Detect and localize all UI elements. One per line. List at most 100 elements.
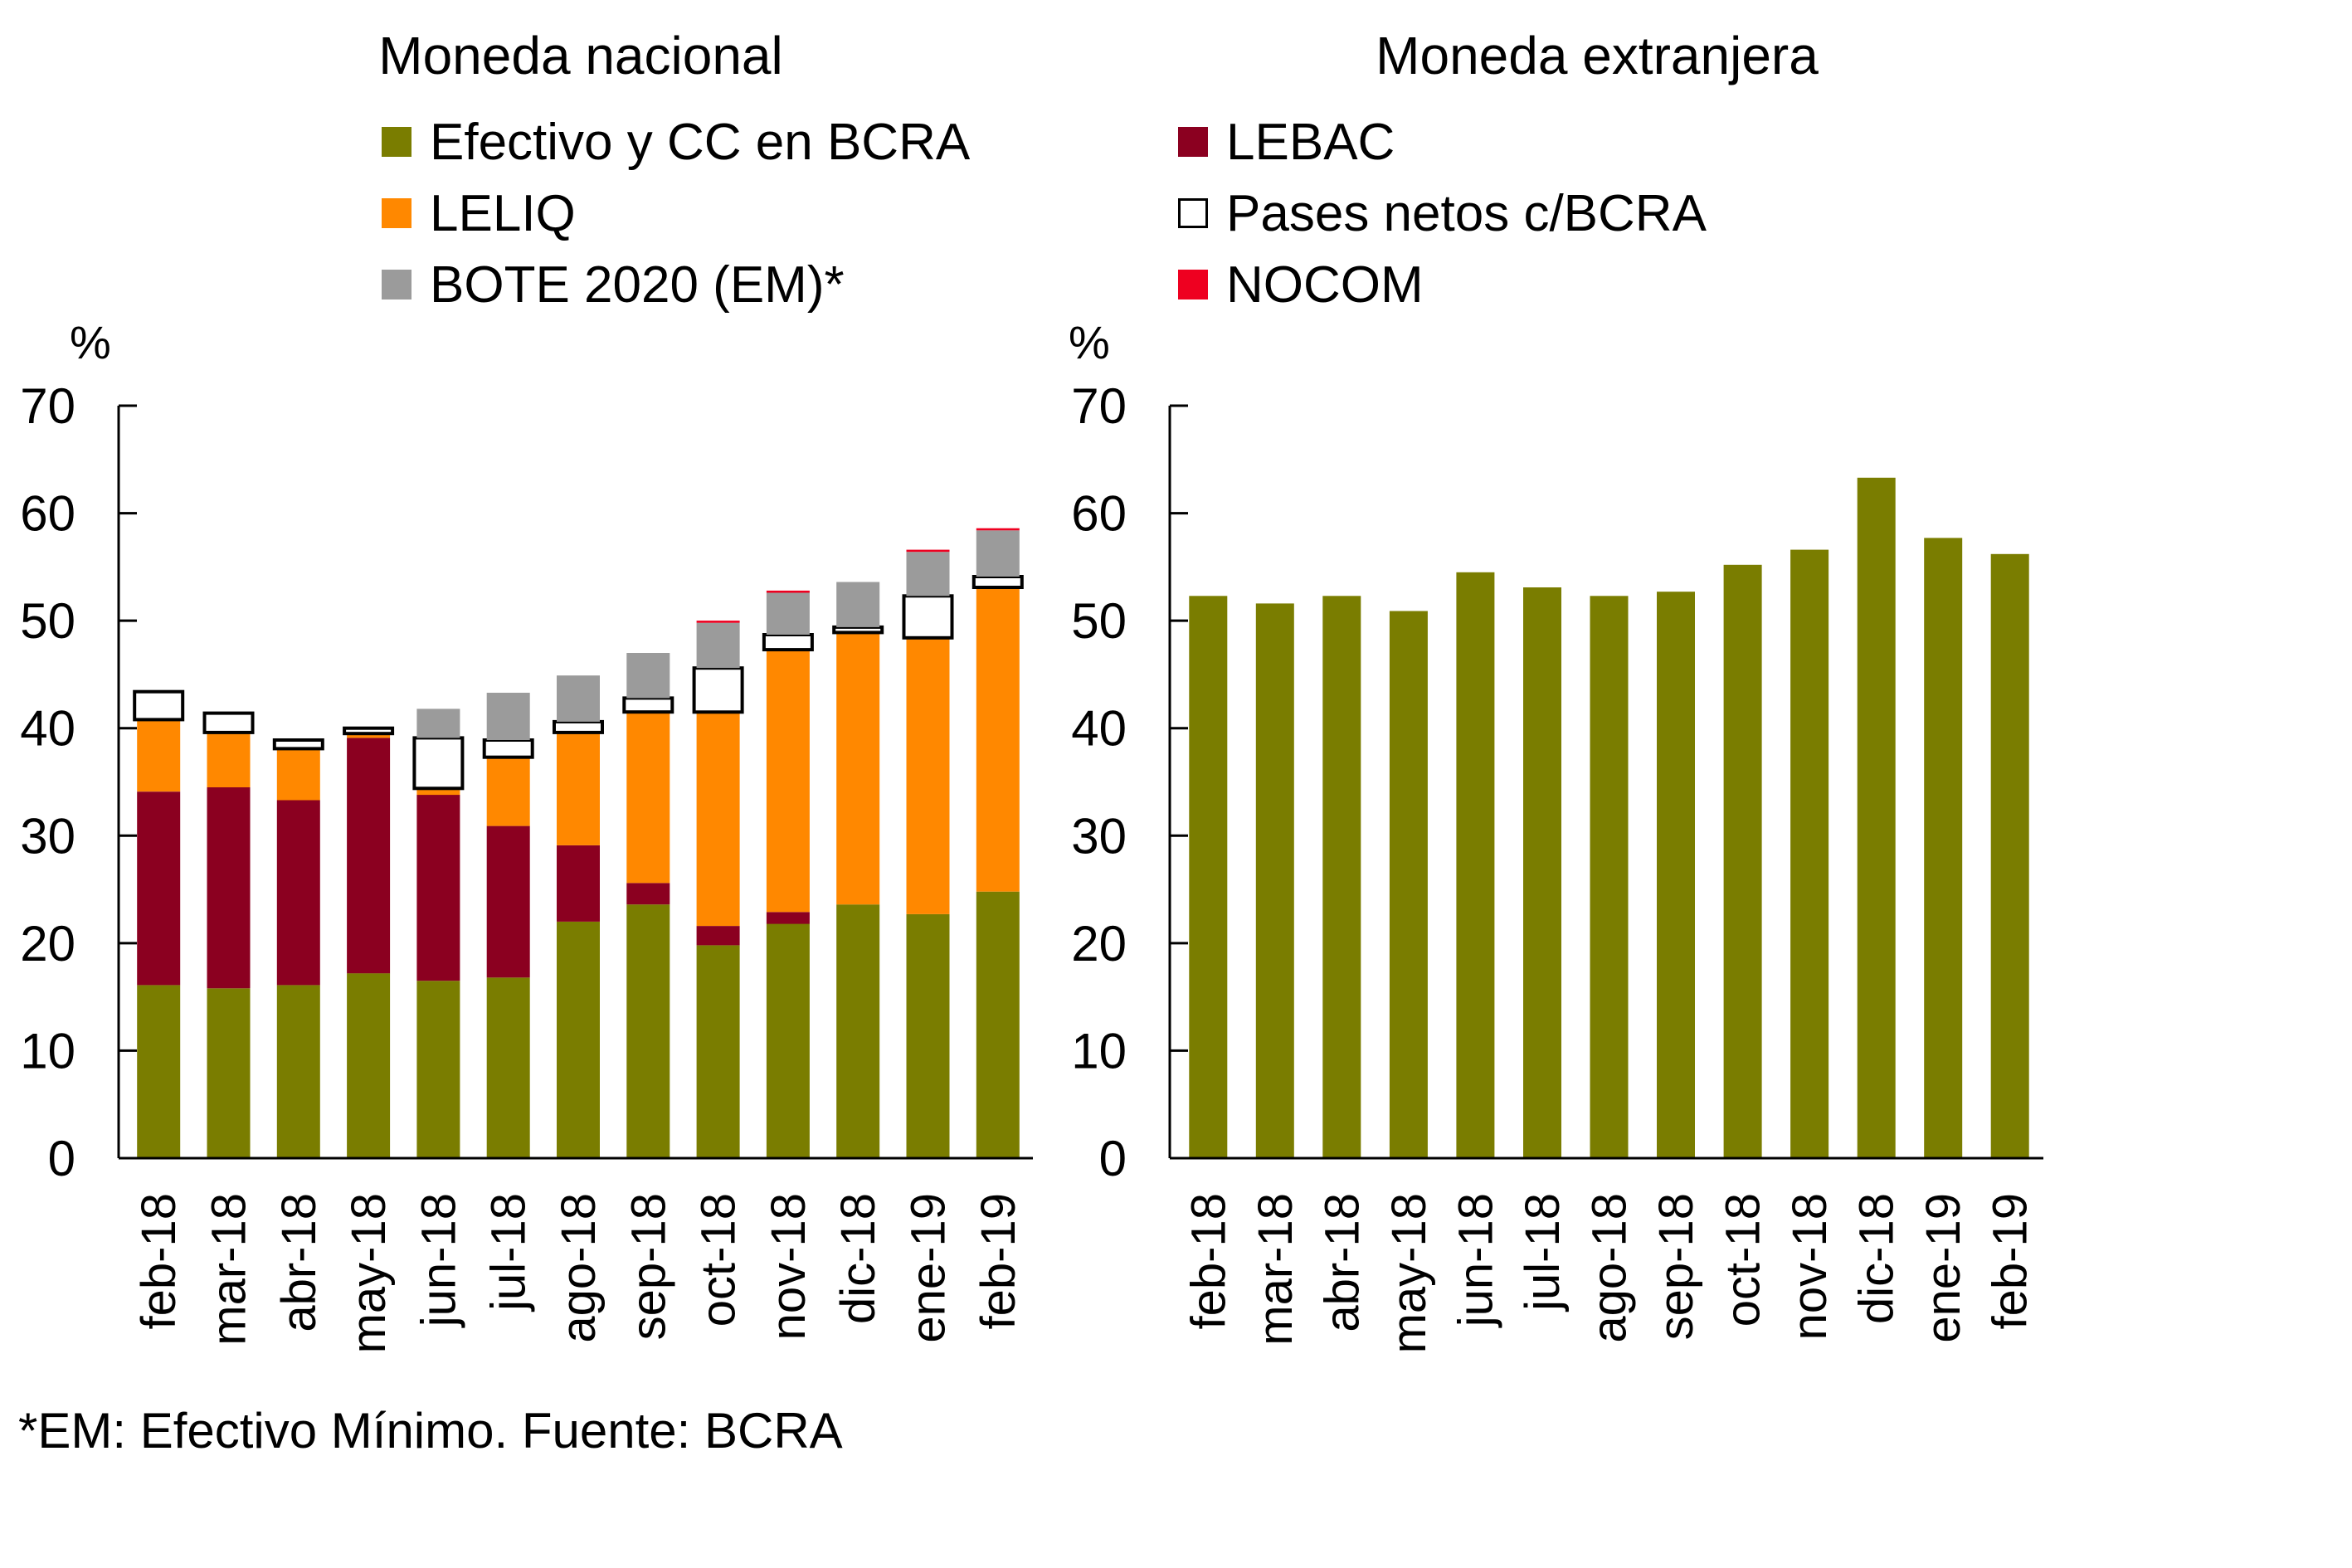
x-tick-label-nacional-feb-18: feb-18 <box>132 1193 186 1329</box>
x-tick-label-extranjera-nov-18: nov-18 <box>1783 1193 1837 1340</box>
legend-right: LEBAC Pases netos c/BCRA NOCOM <box>1178 106 1707 320</box>
bar-nacional-bote-2020-em-sep-18 <box>626 653 670 699</box>
y-tick-label-nacional-70: 70 <box>20 378 75 434</box>
bar-nacional-efectivo-y-cc-en-bcra-nov-18 <box>766 923 810 1158</box>
bar-nacional-pases-netos-c-bcra-dic-18 <box>832 625 884 635</box>
bar-nacional-pases-netos-c-bcra-sep-18 <box>622 696 674 714</box>
bar-nacional-pases-netos-c-bcra-feb-18 <box>133 689 185 722</box>
x-tick-label-nacional-sep-18: sep-18 <box>621 1193 675 1340</box>
chart-title-moneda-nacional: Moneda nacional <box>378 26 783 85</box>
y-tick-label-extranjera-60: 60 <box>1071 486 1127 542</box>
bar-nacional-pases-netos-c-bcra-ene-19 <box>902 594 954 640</box>
x-tick-label-nacional-may-18: may-18 <box>342 1193 396 1353</box>
bar-extranjera-efectivo-y-cc-en-bcra-jun-18 <box>1456 572 1495 1158</box>
bar-nacional-nocom-feb-19 <box>976 528 1020 531</box>
bar-extranjera-efectivo-y-cc-en-bcra-ago-18 <box>1590 596 1629 1158</box>
bar-nacional-lebac-feb-18 <box>137 791 181 986</box>
x-tick-label-extranjera-ene-19: ene-19 <box>1916 1193 1970 1343</box>
bar-nacional-leliq-feb-18 <box>137 719 181 792</box>
legend-swatch-pases <box>1178 198 1208 228</box>
bar-nacional-efectivo-y-cc-en-bcra-dic-18 <box>836 904 880 1158</box>
bar-nacional-leliq-ene-19 <box>906 637 950 914</box>
x-tick-label-extranjera-abr-18: abr-18 <box>1315 1193 1369 1332</box>
legend-swatch-lebac <box>1178 127 1208 157</box>
y-axis-unit-left: % <box>70 316 111 368</box>
bar-nacional-leliq-mar-18 <box>207 732 251 787</box>
bar-nacional-pases-netos-c-bcra-mar-18 <box>202 711 255 734</box>
bar-nacional-lebac-jun-18 <box>416 795 460 981</box>
bar-extranjera-efectivo-y-cc-en-bcra-sep-18 <box>1657 592 1695 1158</box>
x-tick-label-nacional-ago-18: ago-18 <box>552 1193 606 1343</box>
bar-nacional-lebac-may-18 <box>347 738 391 974</box>
legend-swatch-bote <box>382 270 411 299</box>
bar-nacional-lebac-nov-18 <box>766 912 810 924</box>
legend-label-nocom: NOCOM <box>1226 256 1424 314</box>
y-tick-label-extranjera-70: 70 <box>1071 378 1127 434</box>
bar-nacional-leliq-may-18 <box>347 733 391 738</box>
bar-nacional-efectivo-y-cc-en-bcra-mar-18 <box>207 988 251 1158</box>
x-tick-label-nacional-dic-18: dic-18 <box>831 1193 885 1324</box>
bar-nacional-nocom-oct-18 <box>696 621 740 623</box>
bar-nacional-lebac-ago-18 <box>557 845 600 922</box>
bar-nacional-leliq-sep-18 <box>626 712 670 884</box>
bar-nacional-efectivo-y-cc-en-bcra-ago-18 <box>557 921 600 1158</box>
bar-nacional-efectivo-y-cc-en-bcra-abr-18 <box>276 985 320 1158</box>
bar-nacional-bote-2020-em-oct-18 <box>696 622 740 669</box>
bar-nacional-pases-netos-c-bcra-oct-18 <box>692 666 744 714</box>
legend-label-bote: BOTE 2020 (EM)* <box>430 256 845 314</box>
x-tick-label-extranjera-ago-18: ago-18 <box>1583 1193 1637 1343</box>
bar-nacional-leliq-feb-19 <box>976 587 1020 892</box>
legend-item-bote: BOTE 2020 (EM)* <box>382 249 970 320</box>
x-tick-label-extranjera-may-18: may-18 <box>1382 1193 1436 1353</box>
y-tick-label-nacional-50: 50 <box>20 593 75 649</box>
y-tick-label-nacional-30: 30 <box>20 808 75 864</box>
bar-nacional-bote-2020-em-ago-18 <box>557 675 600 722</box>
x-tick-label-nacional-jun-18: jun-18 <box>411 1193 465 1328</box>
x-tick-label-nacional-abr-18: abr-18 <box>272 1193 326 1332</box>
bar-nacional-efectivo-y-cc-en-bcra-feb-19 <box>976 891 1020 1158</box>
bar-nacional-efectivo-y-cc-en-bcra-sep-18 <box>626 904 670 1158</box>
legend-item-efectivo: Efectivo y CC en BCRA <box>382 106 970 178</box>
x-tick-label-nacional-ene-19: ene-19 <box>902 1193 956 1343</box>
x-tick-label-extranjera-mar-18: mar-18 <box>1249 1193 1303 1346</box>
bar-nacional-leliq-jun-18 <box>416 788 460 796</box>
y-tick-label-extranjera-40: 40 <box>1071 701 1127 757</box>
bar-nacional-nocom-ene-19 <box>906 549 950 553</box>
bar-nacional-bote-2020-em-jun-18 <box>416 709 460 738</box>
y-tick-label-extranjera-30: 30 <box>1071 808 1127 864</box>
bar-nacional-bote-2020-em-dic-18 <box>836 582 880 627</box>
x-tick-label-extranjera-jun-18: jun-18 <box>1449 1193 1502 1328</box>
legend-swatch-leliq <box>382 198 411 228</box>
bar-nacional-leliq-ago-18 <box>557 732 600 845</box>
legend-item-nocom: NOCOM <box>1178 249 1707 320</box>
x-tick-label-extranjera-feb-18: feb-18 <box>1181 1193 1235 1329</box>
bar-nacional-lebac-oct-18 <box>696 926 740 946</box>
bar-nacional-leliq-jul-18 <box>486 757 530 826</box>
bar-nacional-efectivo-y-cc-en-bcra-feb-18 <box>137 985 181 1158</box>
legend-swatch-efectivo <box>382 127 411 157</box>
bar-extranjera-efectivo-y-cc-en-bcra-nov-18 <box>1790 549 1829 1158</box>
x-tick-label-nacional-jul-18: jul-18 <box>482 1193 536 1312</box>
bar-nacional-efectivo-y-cc-en-bcra-may-18 <box>347 973 391 1158</box>
bar-nacional-leliq-abr-18 <box>276 748 320 801</box>
bar-nacional-lebac-sep-18 <box>626 883 670 905</box>
x-tick-label-nacional-feb-19: feb-19 <box>971 1193 1025 1329</box>
bar-nacional-bote-2020-em-feb-19 <box>976 530 1020 577</box>
y-tick-label-extranjera-20: 20 <box>1071 916 1127 971</box>
legend-item-leliq: LELIQ <box>382 178 970 249</box>
chart-title-moneda-extranjera: Moneda extranjera <box>1376 26 1819 85</box>
bar-nacional-pases-netos-c-bcra-jun-18 <box>412 736 465 791</box>
bar-extranjera-efectivo-y-cc-en-bcra-oct-18 <box>1723 564 1762 1158</box>
bar-nacional-nocom-nov-18 <box>766 590 810 593</box>
legend-label-efectivo: Efectivo y CC en BCRA <box>430 113 971 171</box>
x-tick-label-extranjera-sep-18: sep-18 <box>1649 1193 1703 1340</box>
bar-nacional-efectivo-y-cc-en-bcra-ene-19 <box>906 913 950 1158</box>
bar-nacional-pases-netos-c-bcra-nov-18 <box>762 633 814 652</box>
bar-nacional-leliq-oct-18 <box>696 712 740 927</box>
bar-nacional-lebac-abr-18 <box>276 800 320 986</box>
bar-extranjera-efectivo-y-cc-en-bcra-feb-18 <box>1189 596 1228 1158</box>
bar-nacional-pases-netos-c-bcra-may-18 <box>343 726 395 736</box>
y-tick-label-nacional-20: 20 <box>20 916 75 971</box>
bar-extranjera-efectivo-y-cc-en-bcra-jul-18 <box>1523 587 1561 1158</box>
x-tick-label-extranjera-feb-19: feb-19 <box>1984 1193 2038 1329</box>
